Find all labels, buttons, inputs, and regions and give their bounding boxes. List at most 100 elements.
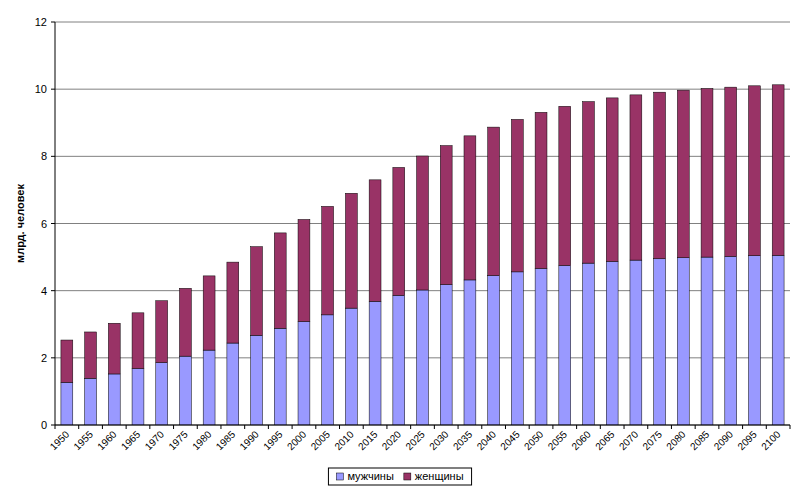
x-tick-label: 2005 <box>309 428 333 452</box>
x-tick-label: 2040 <box>475 428 499 452</box>
x-tick-label: 1960 <box>95 428 119 452</box>
x-tick <box>292 425 293 429</box>
x-tick <box>552 425 553 429</box>
bar <box>701 257 713 425</box>
x-tick-label: 2055 <box>546 428 570 452</box>
bar <box>108 374 120 425</box>
grid-line <box>55 425 790 426</box>
x-tick-label: 2065 <box>593 428 617 452</box>
x-tick-label: 1975 <box>166 428 190 452</box>
bar <box>440 285 452 425</box>
legend-label: женщины <box>415 470 464 482</box>
bar <box>535 112 547 268</box>
bar <box>654 259 666 425</box>
bar <box>61 340 73 382</box>
x-tick-label: 1955 <box>71 428 95 452</box>
bar <box>393 167 405 295</box>
x-tick <box>766 425 767 429</box>
bar <box>583 263 595 425</box>
legend: мужчины женщины <box>328 468 471 485</box>
x-tick <box>55 425 56 429</box>
bar <box>630 260 642 425</box>
bar <box>606 261 618 425</box>
bar <box>535 269 547 425</box>
bar <box>488 276 500 425</box>
y-tick-label: 8 <box>41 150 47 162</box>
x-tick-label: 1965 <box>119 428 143 452</box>
bar <box>322 206 334 314</box>
bar <box>85 378 97 425</box>
bars <box>61 85 784 425</box>
x-tick-label: 2100 <box>759 428 783 452</box>
legend-box <box>328 468 471 485</box>
x-tick <box>505 425 506 429</box>
x-tick-label: 2085 <box>688 428 712 452</box>
bar <box>606 98 618 262</box>
x-tick <box>102 425 103 429</box>
x-tick-label: 2070 <box>617 428 641 452</box>
x-tick-label: 2035 <box>451 428 475 452</box>
x-tick <box>481 425 482 429</box>
bar <box>85 332 97 378</box>
x-tick-label: 1990 <box>237 428 261 452</box>
x-tick <box>576 425 577 429</box>
y-tick <box>51 290 55 291</box>
bar <box>156 363 168 425</box>
x-tick-label: 2000 <box>285 428 309 452</box>
bar <box>725 87 737 256</box>
y-tick <box>51 223 55 224</box>
bar <box>108 323 120 374</box>
x-tick <box>790 425 791 429</box>
x-tick <box>434 425 435 429</box>
bar <box>677 90 689 258</box>
legend-swatch <box>404 473 411 480</box>
bar <box>369 301 381 425</box>
bar <box>630 95 642 260</box>
bar <box>179 288 191 356</box>
y-tick-label: 6 <box>41 218 47 230</box>
x-tick <box>624 425 625 429</box>
x-axis <box>55 425 790 426</box>
x-tick-label: 2020 <box>380 428 404 452</box>
y-axis <box>55 22 56 425</box>
bar <box>179 356 191 425</box>
y-tick-label: 10 <box>35 83 47 95</box>
bar <box>227 262 239 343</box>
x-tick <box>410 425 411 429</box>
bar <box>464 280 476 425</box>
x-tick <box>600 425 601 429</box>
x-tick-label: 1995 <box>261 428 285 452</box>
x-tick-label: 1985 <box>214 428 238 452</box>
bar <box>772 255 784 425</box>
y-tick-label: 12 <box>35 16 47 28</box>
bar <box>203 276 215 350</box>
x-tick <box>458 425 459 429</box>
x-tick-label: 2095 <box>735 428 759 452</box>
bar <box>132 369 144 425</box>
x-tick-label: 2010 <box>332 428 356 452</box>
x-tick <box>671 425 672 429</box>
bar <box>511 272 523 425</box>
x-tick-label: 2015 <box>356 428 380 452</box>
bar <box>511 119 523 271</box>
x-tick <box>315 425 316 429</box>
legend-label: мужчины <box>347 470 393 482</box>
bar <box>488 127 500 275</box>
y-tick-label: 2 <box>41 352 47 364</box>
x-tick <box>173 425 174 429</box>
x-tick <box>268 425 269 429</box>
bar <box>393 295 405 425</box>
bar <box>251 335 263 425</box>
bar <box>701 88 713 257</box>
bar <box>156 301 168 363</box>
bar <box>583 102 595 264</box>
grid-line <box>55 22 790 23</box>
bar <box>417 156 429 290</box>
x-tick <box>78 425 79 429</box>
y-tick <box>51 22 55 23</box>
x-tick-label: 1970 <box>143 428 167 452</box>
bar <box>298 322 310 425</box>
bar <box>440 146 452 285</box>
grid-line <box>55 89 790 90</box>
y-tick <box>51 156 55 157</box>
